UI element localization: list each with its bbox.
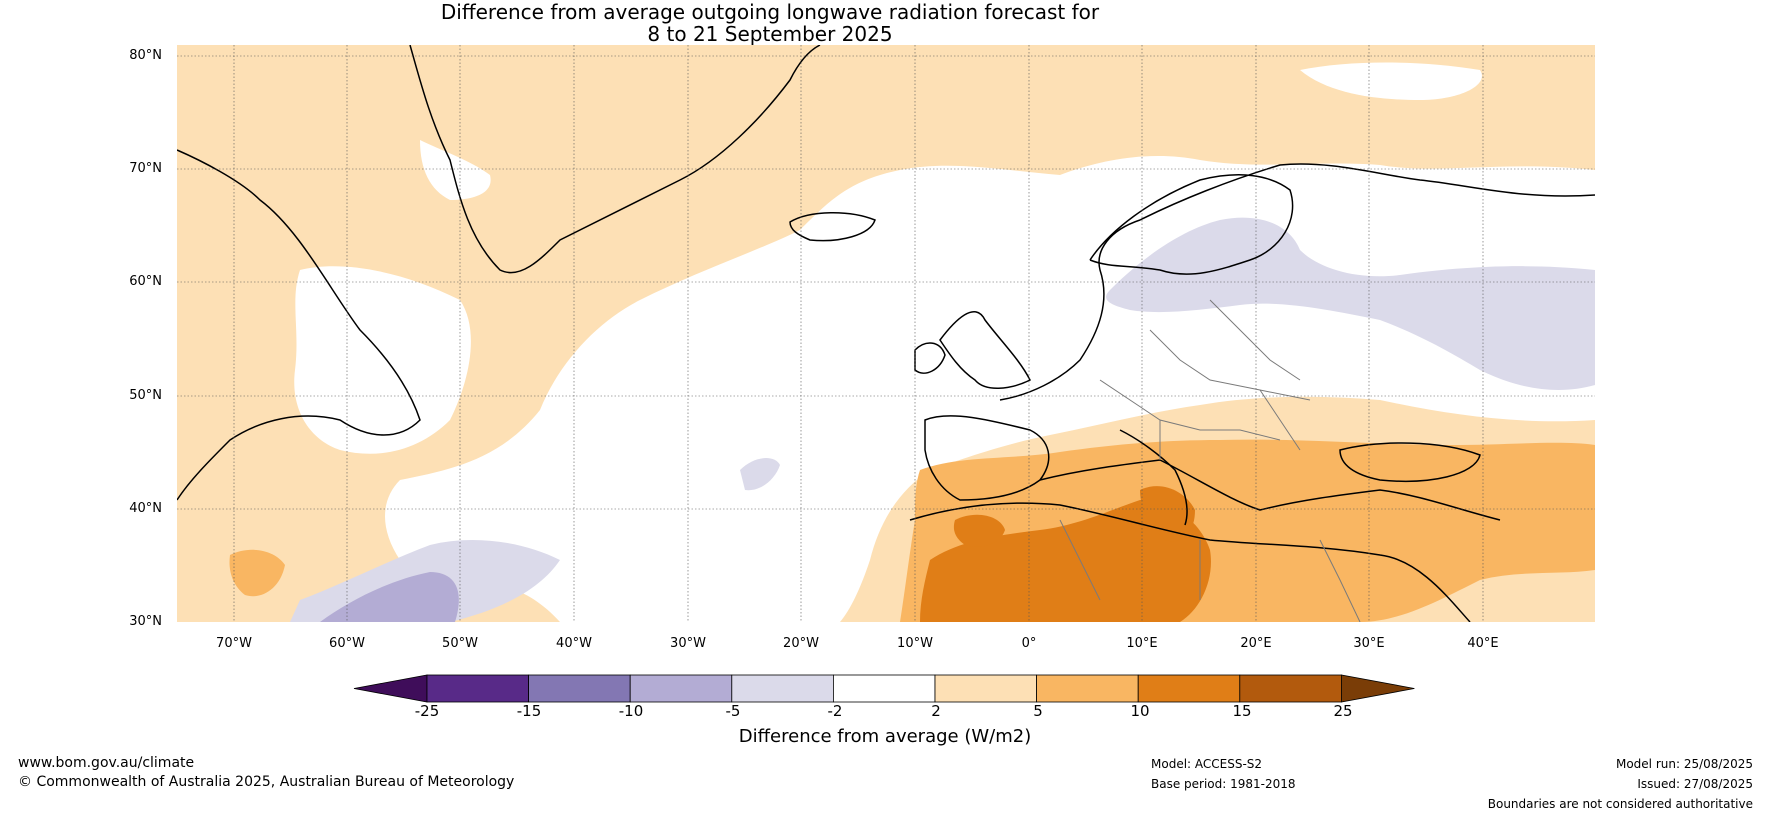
colorbar-segment — [629, 674, 733, 703]
anomaly-10-15-iberia — [953, 514, 1005, 547]
scandinavia-coast — [1089, 174, 1294, 275]
colorbar — [353, 674, 1415, 703]
lon-label-40e: 40°E — [1467, 636, 1499, 651]
colorbar-label: -10 — [618, 702, 644, 720]
colorbar-segment — [1036, 674, 1139, 703]
anomaly-neg2-5-scandinavia — [1106, 217, 1595, 390]
ireland-coast — [914, 342, 946, 374]
colorbar-label: 25 — [1333, 702, 1353, 720]
lon-label-70w: 70°W — [216, 636, 252, 651]
colorbar-extend-high — [1341, 674, 1415, 703]
iceland-coast — [789, 212, 876, 242]
lon-label-10e: 10°E — [1126, 636, 1158, 651]
colorbar-segment — [731, 674, 834, 703]
colorbar-segment — [833, 674, 936, 703]
lat-label-40n: 40°N — [129, 501, 162, 516]
lon-label-60w: 60°W — [329, 636, 365, 651]
coastlines — [177, 45, 1595, 622]
colorbar-segment — [1137, 674, 1241, 703]
map-title-line2: 8 to 21 September 2025 — [647, 22, 893, 46]
black-sea-coast — [1339, 442, 1481, 483]
europe-coast — [999, 163, 1595, 401]
lon-label-50w: 50°W — [442, 636, 478, 651]
canada-coast — [177, 149, 421, 501]
colorbar-label: 10 — [1130, 702, 1150, 720]
mediterranean-coast — [1039, 459, 1501, 521]
colorbar-segment — [426, 674, 529, 703]
anomaly-neutral-arctic — [1300, 62, 1482, 100]
lon-label-30e: 30°E — [1353, 636, 1385, 651]
colorbar-segment — [934, 674, 1037, 703]
footer-issued: Issued: 27/08/2025 — [1637, 777, 1753, 791]
footer-base-period: Base period: 1981-2018 — [1151, 777, 1296, 791]
lon-label-20e: 20°E — [1240, 636, 1272, 651]
footer-disclaimer: Boundaries are not considered authoritat… — [1487, 797, 1753, 811]
colorbar-label: 2 — [931, 702, 941, 720]
lon-label-30w: 30°W — [670, 636, 706, 651]
lon-label-40w: 40°W — [556, 636, 592, 651]
colorbar-title-text: Difference from average (W/m2) — [738, 726, 1032, 747]
lat-label-60n: 60°N — [129, 274, 162, 289]
italy-coast — [1119, 429, 1188, 526]
anomaly-10-15-region — [920, 500, 1211, 622]
greenland-coast — [409, 45, 821, 274]
british-isles-coast — [939, 311, 1032, 389]
lon-label-0: 0° — [1021, 636, 1037, 651]
anomaly-neutral-greenland — [420, 140, 491, 200]
anomaly-neg5-10 — [320, 572, 459, 622]
lat-label-80n: 80°N — [129, 48, 162, 63]
colorbar-label: 15 — [1232, 702, 1252, 720]
anomaly-neg2-5-azores — [740, 458, 780, 491]
anomaly-5-10-west — [229, 549, 285, 597]
colorbar-label: -25 — [414, 702, 440, 720]
colorbar-label: -2 — [827, 702, 843, 720]
colorbar-segment — [528, 674, 631, 703]
map-title-line1: Difference from average outgoing longwav… — [440, 0, 1100, 24]
footer-model: Model: ACCESS-S2 — [1151, 757, 1263, 771]
footer-copyright: © Commonwealth of Australia 2025, Austra… — [18, 774, 515, 790]
colorbar-label: 5 — [1033, 702, 1043, 720]
anomaly-10-15-italy — [1140, 486, 1195, 542]
lat-label-50n: 50°N — [129, 388, 162, 403]
anomaly-neutral-region-west — [294, 266, 471, 454]
country-borders — [1059, 299, 1361, 622]
graticule — [177, 45, 1595, 622]
lon-label-20w: 20°W — [783, 636, 819, 651]
colorbar-extend-low — [353, 674, 428, 703]
colorbar-title: Difference from average (W/m2) — [0, 726, 1770, 747]
africa-coast — [909, 502, 1471, 622]
lat-label-30n: 30°N — [129, 614, 162, 629]
footer-website: www.bom.gov.au/climate — [18, 755, 195, 771]
colorbar-segment — [1239, 674, 1342, 703]
lon-label-10w: 10°W — [897, 636, 933, 651]
map-layer — [177, 45, 1595, 622]
colorbar-label: -15 — [516, 702, 542, 720]
lat-label-70n: 70°N — [129, 161, 162, 176]
footer-model-run: Model run: 25/08/2025 — [1615, 757, 1753, 771]
colorbar-label: -5 — [725, 702, 741, 720]
